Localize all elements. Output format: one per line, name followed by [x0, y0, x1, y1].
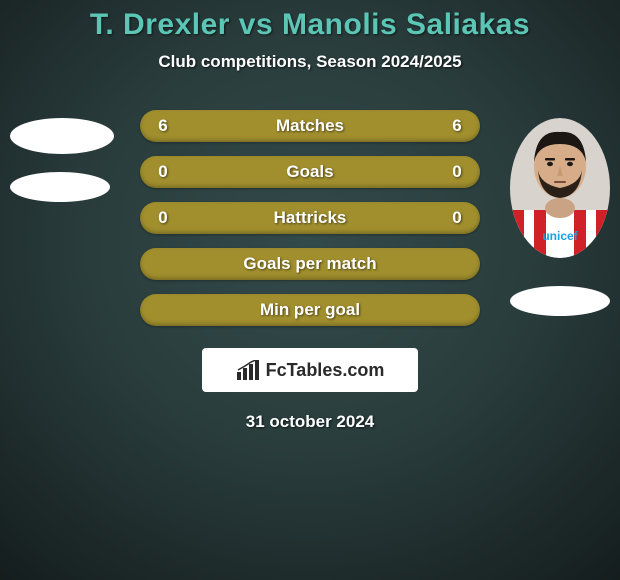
stat-label: Hattricks — [172, 208, 448, 228]
svg-text:unicef: unicef — [542, 229, 578, 243]
player-left-avatar — [10, 118, 114, 220]
stat-label: Min per goal — [172, 300, 448, 320]
stat-right-value: 0 — [448, 162, 466, 182]
snapshot-date: 31 october 2024 — [246, 412, 375, 432]
blank-oval — [10, 118, 114, 154]
brand-box: FcTables.com — [202, 348, 418, 392]
stat-right-value: 0 — [448, 208, 466, 228]
stat-label: Goals — [172, 162, 448, 182]
stat-label: Goals per match — [172, 254, 448, 274]
stat-label: Matches — [172, 116, 448, 136]
player-photo: unicef — [510, 118, 610, 258]
bar-chart-icon — [236, 360, 260, 380]
stat-bar-matches: 6 Matches 6 — [140, 110, 480, 142]
stat-right-value: 6 — [448, 116, 466, 136]
stat-left-value: 6 — [154, 116, 172, 136]
stat-bar-goals: 0 Goals 0 — [140, 156, 480, 188]
stat-bar-min-per-goal: Min per goal — [140, 294, 480, 326]
blank-oval — [510, 286, 610, 316]
stat-left-value: 0 — [154, 162, 172, 182]
stat-left-value: 0 — [154, 208, 172, 228]
stat-bar-hattricks: 0 Hattricks 0 — [140, 202, 480, 234]
stats-bars: 6 Matches 6 0 Goals 0 0 Hattricks 0 Goal… — [140, 110, 480, 326]
stat-bar-goals-per-match: Goals per match — [140, 248, 480, 280]
player-right-avatar: unicef — [510, 118, 610, 334]
blank-oval — [10, 172, 110, 202]
brand-text: FcTables.com — [266, 360, 385, 381]
comparison-title: T. Drexler vs Manolis Saliakas — [90, 8, 530, 42]
comparison-subtitle: Club competitions, Season 2024/2025 — [158, 52, 461, 72]
